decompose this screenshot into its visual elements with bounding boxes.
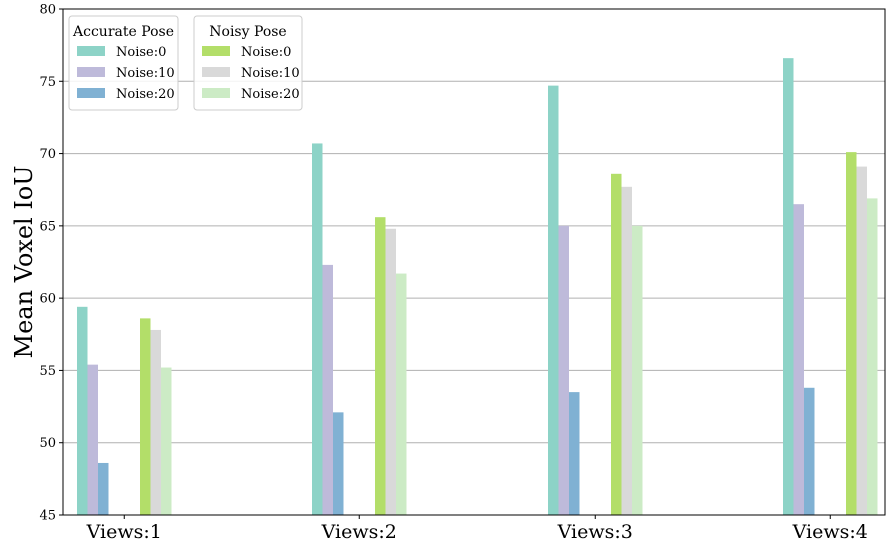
legend-label: Noise:10 <box>116 66 175 81</box>
y-tick-label: 75 <box>39 75 56 90</box>
legend: Accurate Pose Noise:0 Noise:10 Noise:20 Nois… <box>68 15 303 111</box>
legend-title: Noisy Pose <box>209 24 286 40</box>
legend-label: Noise:0 <box>241 45 291 60</box>
bar <box>375 217 386 515</box>
x-tick-label: Views:4 <box>792 521 868 543</box>
legend-label: Noise:0 <box>116 45 166 60</box>
legend-label: Noise:20 <box>116 87 175 102</box>
y-tick-label: 50 <box>39 436 56 451</box>
legend-box <box>68 15 179 111</box>
y-tick-label: 60 <box>39 292 56 307</box>
bar <box>396 273 407 515</box>
bar <box>621 186 632 515</box>
bar <box>150 329 161 515</box>
x-tick-label: Views:3 <box>557 521 633 543</box>
plot-frame <box>62 8 886 516</box>
bar <box>867 198 878 516</box>
bar <box>548 85 559 515</box>
y-tick-label: 80 <box>39 3 56 18</box>
bar <box>312 143 323 516</box>
bar <box>611 173 622 515</box>
bar <box>140 318 151 515</box>
legend-label: Noise:20 <box>241 87 300 102</box>
legend-swatch <box>77 46 105 56</box>
bar <box>87 364 98 515</box>
bar <box>632 225 643 515</box>
bar <box>793 204 804 515</box>
legend-swatch <box>77 88 105 98</box>
legend-swatch <box>77 67 105 77</box>
bar <box>783 58 794 515</box>
bar <box>569 392 580 515</box>
legend-swatch <box>202 67 230 77</box>
bar <box>98 462 109 515</box>
bar <box>333 412 344 515</box>
grid-lines <box>63 8 885 516</box>
y-tick-label: 65 <box>39 219 56 234</box>
legend-label: Noise:10 <box>241 66 300 81</box>
y-tick-label: 55 <box>39 364 56 379</box>
axes: 45 50 55 60 65 70 75 80 Views:1 Views:2 Views:3 Vie… <box>39 3 886 543</box>
legend-box <box>193 15 303 111</box>
bar <box>558 225 569 515</box>
legend-swatch <box>202 88 230 98</box>
legend-swatch <box>202 46 230 56</box>
y-tick-label: 70 <box>39 147 56 162</box>
x-tick-label: Views:2 <box>321 521 397 543</box>
bar <box>804 387 815 515</box>
bar <box>856 166 867 515</box>
y-tick-label: 45 <box>39 509 56 524</box>
legend-title: Accurate Pose <box>72 24 174 40</box>
bars <box>77 58 878 516</box>
x-tick-label: Views:1 <box>86 521 162 543</box>
y-axis-title: Mean Voxel IoU <box>10 166 38 359</box>
bar <box>385 228 396 515</box>
bar <box>77 306 88 515</box>
bar <box>161 367 172 515</box>
bar <box>322 264 333 515</box>
bar <box>846 152 857 515</box>
